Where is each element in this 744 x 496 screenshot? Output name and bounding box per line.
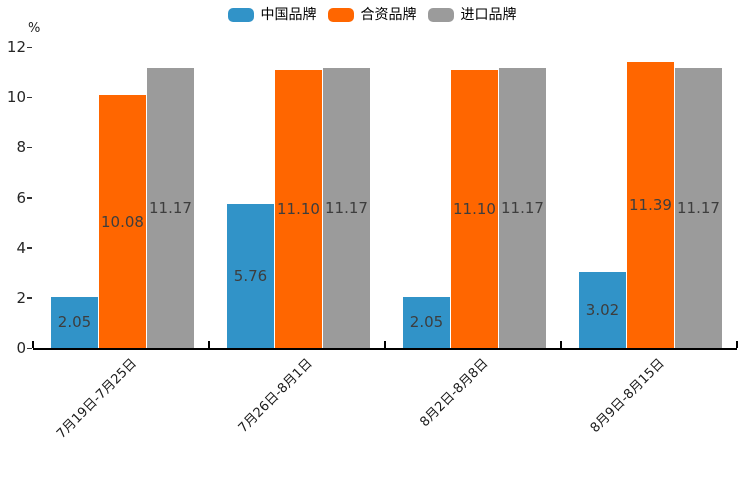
bar-合资品牌-1: 11.10 [275,69,322,348]
y-tick-mark [27,297,32,299]
x-category-label: 7月19日-7月25日 [53,356,140,442]
bar-value-label: 11.17 [677,198,720,217]
chart-legend: 中国品牌 合资品牌 进口品牌 [0,6,744,24]
x-category-label: 8月9日-8月15日 [587,356,668,436]
legend-marker-icon [227,8,254,22]
bar-value-label: 2.05 [409,313,444,332]
y-tick-label: 4 [16,238,26,257]
bar-value-label: 11.17 [501,198,544,217]
legend-item-1[interactable]: 合资品牌 [327,6,417,24]
legend-item-0[interactable]: 中国品牌 [227,6,317,24]
bar-合资品牌-3: 11.39 [627,62,674,348]
y-axis-unit-label: % [28,21,41,36]
bar-value-label: 11.10 [453,199,496,218]
bar-合资品牌-2: 11.10 [451,69,498,348]
legend-label: 进口品牌 [460,7,517,23]
x-tick-mark [32,341,34,348]
bar-value-label: 5.76 [233,266,268,285]
y-tick-label: 6 [16,188,26,207]
y-tick-mark [27,247,32,249]
y-tick-mark [27,146,32,149]
y-tick-mark [27,46,32,48]
y-tick-mark [27,197,32,199]
y-tick-mark [27,347,32,349]
bar-中国品牌-3: 3.02 [579,272,626,348]
y-tick-label: 12 [6,38,26,56]
bar-中国品牌-0: 2.05 [51,296,98,348]
bar-进口品牌-1: 11.17 [323,67,370,348]
x-category-label: 7月26日-8月1日 [235,356,316,436]
y-tick-label: 10 [6,88,26,107]
bar-value-label: 2.05 [57,313,92,332]
legend-marker-icon [327,8,354,22]
bar-value-label: 3.02 [585,301,620,320]
x-tick-mark [384,341,386,348]
legend-marker-icon [427,8,454,22]
y-tick-label: 8 [16,138,26,157]
y-tick-label: 2 [16,288,26,307]
bar-value-label: 11.17 [149,198,192,217]
bar-中国品牌-1: 5.76 [227,203,274,348]
bar-中国品牌-2: 2.05 [403,296,450,348]
bar-合资品牌-0: 10.08 [99,95,146,348]
y-tick-mark [27,96,32,99]
x-tick-mark [208,341,210,348]
bar-value-label: 11.10 [277,199,320,218]
bar-进口品牌-3: 11.17 [675,67,722,348]
bar-进口品牌-2: 11.17 [499,67,546,348]
bar-value-label: 11.39 [629,196,672,215]
x-category-label: 8月2日-8月8日 [417,356,492,431]
bar-value-label: 11.17 [325,198,368,217]
bar-进口品牌-0: 11.17 [147,67,194,348]
x-tick-mark [736,341,738,348]
x-axis-line [33,348,737,350]
x-tick-mark [560,341,562,348]
legend-item-2[interactable]: 进口品牌 [427,6,517,24]
legend-label: 中国品牌 [260,7,317,23]
legend-label: 合资品牌 [360,7,417,23]
bar-value-label: 10.08 [101,212,144,231]
y-tick-label: 0 [16,339,26,357]
